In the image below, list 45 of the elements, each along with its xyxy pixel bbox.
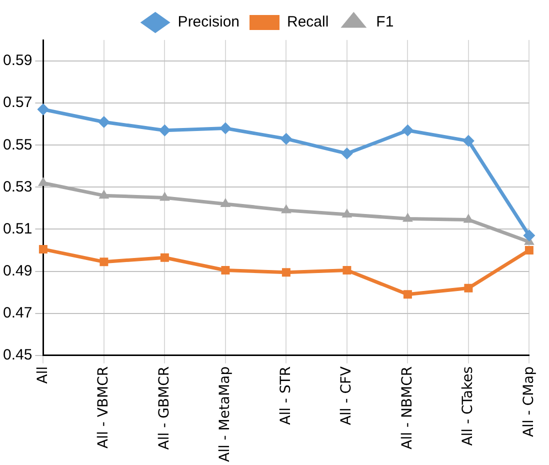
point bbox=[340, 148, 353, 160]
x-tick-label: All - CFV bbox=[338, 366, 355, 426]
point bbox=[280, 132, 292, 145]
point bbox=[464, 284, 473, 292]
point bbox=[37, 103, 50, 116]
legend-label: Precision bbox=[178, 14, 240, 31]
y-tick-label: 0.55 bbox=[2, 136, 32, 154]
point bbox=[38, 176, 48, 186]
x-tick-label: All - GBMCR bbox=[156, 366, 172, 450]
x-tick-label: All - CMap bbox=[520, 366, 537, 438]
point bbox=[158, 124, 171, 136]
y-tick-label: 0.57 bbox=[2, 94, 32, 112]
x-tick-label: All bbox=[34, 366, 51, 384]
point bbox=[98, 116, 110, 128]
point bbox=[523, 230, 536, 242]
point bbox=[402, 124, 414, 136]
point bbox=[462, 134, 474, 147]
point bbox=[160, 192, 170, 201]
y-tick-label: 0.47 bbox=[2, 304, 32, 322]
point bbox=[524, 246, 534, 254]
point bbox=[98, 190, 110, 199]
y-tick-label: 0.53 bbox=[2, 178, 32, 196]
point bbox=[221, 266, 230, 274]
x-tick-label: All - MetaMap bbox=[217, 366, 234, 462]
point bbox=[100, 258, 108, 266]
y-tick-label: 0.49 bbox=[2, 262, 32, 280]
point bbox=[281, 204, 292, 214]
point bbox=[402, 212, 413, 222]
point bbox=[342, 208, 352, 218]
x-tick-label: All - NBMCR bbox=[399, 366, 416, 450]
y-tick-label: 0.45 bbox=[2, 346, 32, 364]
point bbox=[219, 122, 232, 134]
x-tick-label: All - VBMCR bbox=[96, 366, 112, 448]
legend-label: Recall bbox=[287, 14, 329, 31]
legend-label: F1 bbox=[376, 14, 394, 31]
point bbox=[403, 290, 412, 299]
point bbox=[38, 244, 48, 254]
y-tick-label: 0.59 bbox=[2, 52, 32, 70]
x-tick-label: All - CTakes bbox=[460, 366, 476, 446]
point bbox=[282, 268, 290, 277]
y-tick-label: 0.51 bbox=[2, 220, 32, 238]
point bbox=[220, 198, 231, 207]
point bbox=[342, 266, 352, 274]
point bbox=[160, 253, 169, 262]
x-tick-label: All - STR bbox=[278, 366, 294, 425]
